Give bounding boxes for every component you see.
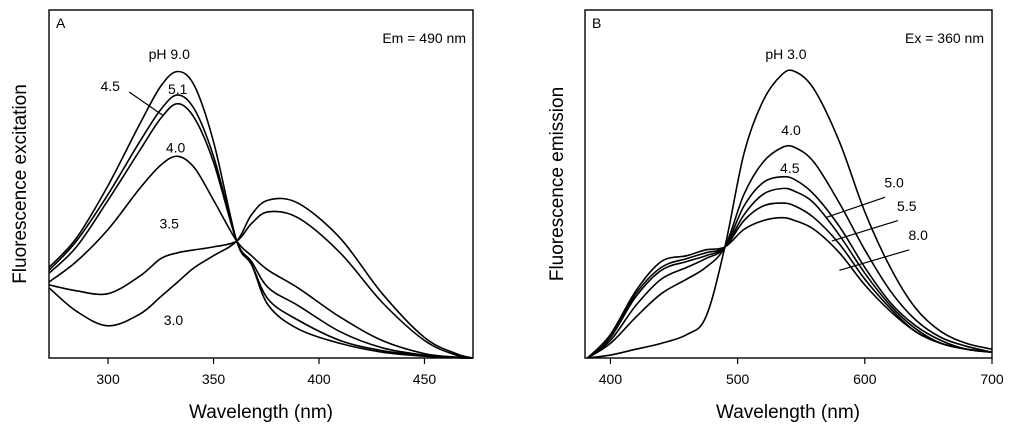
panel-b-series-line	[586, 216, 993, 359]
panel-a-series-line	[48, 197, 474, 359]
panel-b-series-line	[586, 187, 993, 359]
panel-a-curves	[48, 70, 474, 359]
panel-b-x-tick-label: 500	[726, 371, 750, 387]
panel-a-x-ticks: 300 350 400 450	[96, 358, 436, 387]
panel-a-label: A	[56, 15, 66, 31]
panel-b-curve-label: 5.0	[884, 175, 904, 191]
panel-a-curve-label: pH 9.0	[149, 46, 190, 62]
panel-b-curve-label: 4.0	[781, 122, 801, 138]
panel-b-label: B	[592, 15, 601, 31]
panel-a-x-tick-label: 350	[202, 371, 226, 387]
panel-a-x-tick-label: 300	[96, 371, 120, 387]
panel-a-curve-label: 5.1	[168, 81, 188, 97]
panel-a-y-axis-title: Fluorescence excitation	[10, 84, 31, 284]
panel-a-x-axis-title: Wavelength (nm)	[189, 402, 333, 423]
panel-b-series-line	[587, 175, 993, 359]
panel-a-x-tick-label: 450	[413, 371, 437, 387]
panel-a-curve-label: 3.0	[164, 312, 184, 328]
panel-b-curve-label: 4.5	[780, 160, 800, 176]
panel-a-frame	[48, 9, 474, 359]
panel-a-series-line	[48, 102, 474, 359]
panel-a: 300 350 400 450 pH 9.0 5.1 4.5 4.0 3.5 3.0 A Em …	[10, 9, 474, 423]
panel-b-frame	[584, 9, 993, 359]
panel-b-y-axis-title: Fluorescence emission	[547, 87, 568, 281]
panel-a-curve-label: 4.0	[166, 140, 186, 156]
panel-b-label-leader	[825, 196, 886, 219]
panel-b-curve-label: pH 3.0	[765, 46, 806, 62]
panel-a-label-leader	[128, 91, 164, 116]
panel-a-annotation: Em = 490 nm	[382, 30, 466, 46]
panel-b-x-tick-label: 400	[599, 371, 623, 387]
panel-b-curves	[586, 69, 993, 359]
panel-b-leaders	[825, 196, 910, 271]
panel-b-x-tick-label: 600	[853, 371, 877, 387]
panel-b-x-axis-title: Wavelength (nm)	[716, 402, 860, 423]
panel-a-curve-label: 4.5	[100, 78, 120, 94]
panel-b: 400 500 600 700 pH 3.0 4.0 4.5 5.0 5.5 8.0 B Ex …	[547, 9, 1004, 423]
panel-a-x-tick-label: 400	[307, 371, 331, 387]
panel-b-curve-label: 5.5	[897, 198, 917, 214]
panel-a-leaders	[128, 91, 164, 116]
panel-b-series-line	[587, 69, 993, 359]
panel-b-series-line	[587, 144, 993, 359]
panel-b-x-tick-label: 700	[980, 371, 1004, 387]
panel-a-curve-label: 3.5	[160, 216, 180, 232]
panel-a-series-line	[48, 94, 474, 359]
panel-b-x-ticks: 400 500 600 700	[599, 358, 1004, 387]
panel-b-label-leader	[831, 220, 899, 242]
panel-b-curve-labels: pH 3.0 4.0 4.5 5.0 5.5 8.0	[765, 46, 928, 243]
panel-b-annotation: Ex = 360 nm	[905, 30, 984, 46]
panel-b-curve-label: 8.0	[908, 227, 928, 243]
panel-b-label-leader	[839, 249, 910, 271]
panel-a-curve-labels: pH 9.0 5.1 4.5 4.0 3.5 3.0	[100, 46, 190, 328]
